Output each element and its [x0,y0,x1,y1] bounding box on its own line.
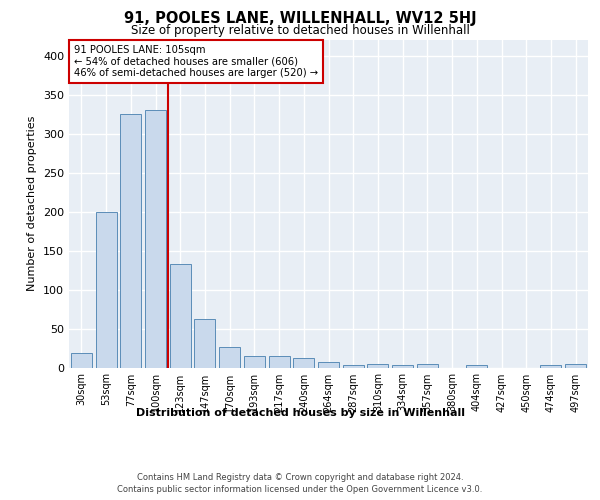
Text: Size of property relative to detached houses in Willenhall: Size of property relative to detached ho… [131,24,469,37]
Bar [194,319,215,368]
Text: Contains HM Land Registry data © Crown copyright and database right 2024.
Contai: Contains HM Land Registry data © Crown c… [118,472,482,494]
Bar [293,358,314,368]
Bar [269,356,290,368]
Bar [95,212,116,368]
Bar [318,362,339,368]
Bar [392,365,413,368]
Bar [343,365,364,368]
Bar [219,347,240,368]
Text: Distribution of detached houses by size in Willenhall: Distribution of detached houses by size … [136,408,464,418]
Bar [565,364,586,368]
Bar [120,114,141,368]
Text: 91 POOLES LANE: 105sqm
← 54% of detached houses are smaller (606)
46% of semi-de: 91 POOLES LANE: 105sqm ← 54% of detached… [74,45,319,78]
Bar [71,354,92,368]
Bar [170,264,191,368]
Text: 91, POOLES LANE, WILLENHALL, WV12 5HJ: 91, POOLES LANE, WILLENHALL, WV12 5HJ [124,12,476,26]
Bar [367,364,388,368]
Bar [145,110,166,368]
Bar [466,365,487,368]
Bar [417,364,438,368]
Bar [541,365,562,368]
Y-axis label: Number of detached properties: Number of detached properties [28,116,37,292]
Bar [244,356,265,368]
